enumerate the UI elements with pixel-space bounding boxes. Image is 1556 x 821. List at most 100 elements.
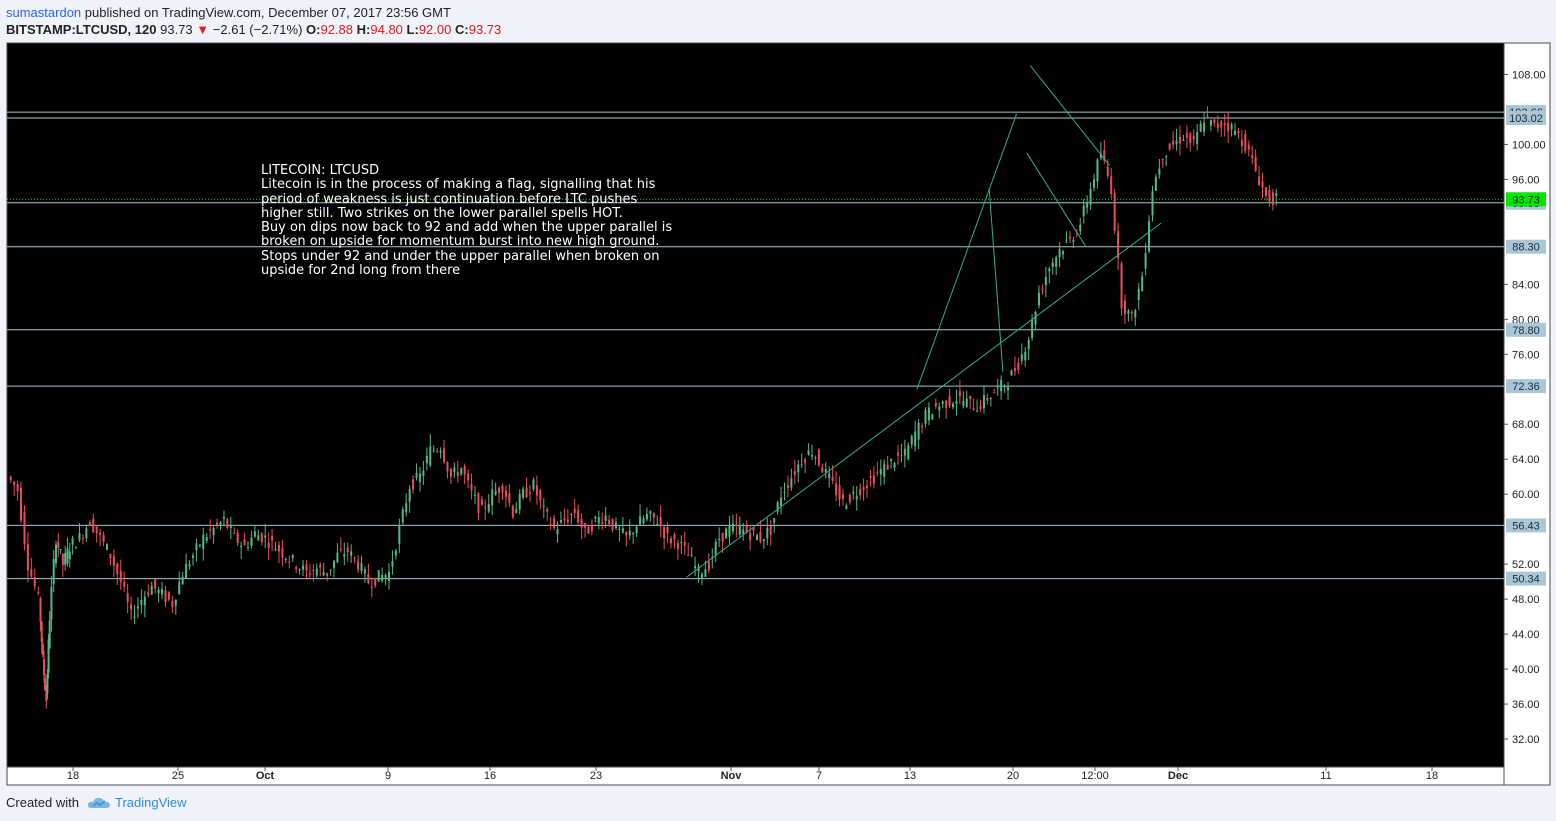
candle-body bbox=[563, 518, 566, 521]
candle-body bbox=[549, 524, 552, 526]
candle-body bbox=[136, 606, 139, 609]
candle-body bbox=[742, 529, 745, 535]
y-tick-label: 48.00 bbox=[1512, 594, 1540, 606]
candle-body bbox=[1192, 135, 1195, 140]
candle-body bbox=[185, 563, 188, 579]
candle-body bbox=[332, 560, 335, 568]
candle-body bbox=[989, 397, 992, 399]
candle-body bbox=[1182, 139, 1185, 141]
candle-body bbox=[357, 561, 360, 570]
candle-body bbox=[119, 570, 122, 582]
y-tick-label: 68.00 bbox=[1512, 419, 1540, 431]
candle-body bbox=[924, 409, 927, 424]
x-tick-label: Nov bbox=[721, 770, 743, 782]
candle-body bbox=[559, 520, 562, 523]
candle-body bbox=[61, 554, 64, 565]
candle-body bbox=[236, 532, 239, 543]
candle-body bbox=[20, 487, 23, 521]
candle-body bbox=[45, 692, 48, 701]
candle-body bbox=[690, 555, 693, 557]
x-tick-label: 25 bbox=[172, 770, 184, 782]
candle-body bbox=[167, 592, 170, 600]
candle-body bbox=[903, 448, 906, 456]
down-arrow-icon: ▼ bbox=[196, 22, 210, 37]
candle-body bbox=[219, 522, 222, 526]
x-tick-label: 11 bbox=[1320, 770, 1331, 782]
candle-body bbox=[1013, 367, 1016, 372]
candle-body bbox=[473, 494, 476, 496]
close-label: C: bbox=[455, 22, 469, 37]
candle-body bbox=[1044, 277, 1047, 286]
candle-body bbox=[81, 537, 84, 539]
candle-body bbox=[1237, 131, 1240, 134]
candle-body bbox=[257, 535, 260, 541]
candle-body bbox=[467, 473, 470, 481]
candle-body bbox=[247, 547, 250, 549]
candle-body bbox=[797, 464, 800, 473]
candle-body bbox=[26, 543, 29, 571]
candle-body bbox=[1199, 123, 1202, 132]
candle-body bbox=[604, 515, 607, 522]
candle-body bbox=[267, 542, 270, 548]
candle-body bbox=[271, 535, 274, 541]
candle-body bbox=[811, 454, 814, 457]
candles-group bbox=[9, 106, 1278, 709]
candle-body bbox=[48, 620, 51, 648]
candle-body bbox=[23, 512, 26, 545]
candle-body bbox=[388, 571, 391, 581]
candle-body bbox=[401, 509, 404, 523]
candle-body bbox=[209, 529, 212, 531]
candle-body bbox=[900, 455, 903, 457]
candle-body bbox=[412, 479, 415, 490]
candle-body bbox=[934, 402, 937, 407]
candle-body bbox=[642, 518, 645, 524]
candle-body bbox=[697, 566, 700, 572]
candle-body bbox=[676, 542, 679, 550]
candle-body bbox=[202, 534, 205, 549]
candle-body bbox=[295, 567, 298, 570]
candle-body bbox=[243, 539, 246, 546]
candle-body bbox=[112, 556, 115, 566]
candle-body bbox=[363, 569, 366, 574]
candle-body bbox=[1020, 354, 1023, 361]
low-label: L: bbox=[406, 22, 419, 37]
candle-body bbox=[1134, 310, 1137, 318]
candle-body bbox=[546, 509, 549, 512]
candle-body bbox=[1240, 139, 1243, 147]
candle-body bbox=[429, 446, 432, 466]
candle-body bbox=[965, 398, 968, 407]
tradingview-link[interactable]: TradingView bbox=[87, 795, 187, 810]
candle-body bbox=[78, 533, 81, 541]
candle-body bbox=[1072, 240, 1075, 242]
candle-body bbox=[766, 527, 769, 539]
open-label: O: bbox=[306, 22, 321, 37]
chart-annotation: LITECOIN: LTCUSD Litecoin is in the proce… bbox=[261, 163, 731, 278]
candle-body bbox=[955, 401, 958, 404]
author-link[interactable]: sumastardon bbox=[6, 5, 82, 20]
candle-body bbox=[1175, 140, 1178, 145]
level-price-label: 56.43 bbox=[1512, 520, 1540, 532]
candle-body bbox=[1079, 224, 1082, 232]
candle-body bbox=[130, 604, 133, 610]
candle-body bbox=[439, 450, 442, 453]
tradingview-cloud-icon bbox=[87, 797, 110, 808]
candle-body bbox=[195, 543, 198, 550]
candle-body bbox=[896, 452, 899, 456]
candle-body bbox=[9, 476, 12, 481]
candle-body bbox=[525, 487, 528, 498]
candle-body bbox=[1048, 268, 1051, 272]
candle-body bbox=[621, 528, 624, 533]
candle-body bbox=[222, 517, 225, 519]
candle-body bbox=[707, 561, 710, 571]
x-tick-label: 12:00 bbox=[1081, 770, 1109, 782]
candle-body bbox=[769, 525, 772, 535]
candle-body bbox=[229, 526, 232, 528]
candle-body bbox=[566, 519, 569, 522]
candle-body bbox=[52, 559, 55, 585]
high-value: 94.80 bbox=[370, 22, 403, 37]
y-tick-label: 44.00 bbox=[1512, 629, 1540, 641]
candle-body bbox=[391, 561, 394, 567]
candle-body bbox=[614, 522, 617, 528]
candle-body bbox=[866, 485, 869, 489]
